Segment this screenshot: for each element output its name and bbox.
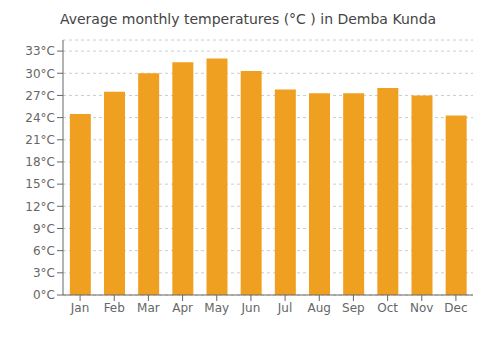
svg-text:18°C: 18°C <box>25 155 55 169</box>
svg-text:Dec: Dec <box>444 301 467 315</box>
svg-text:9°C: 9°C <box>33 222 55 236</box>
svg-text:3°C: 3°C <box>33 266 55 280</box>
svg-text:12°C: 12°C <box>25 200 55 214</box>
svg-text:24°C: 24°C <box>25 111 55 125</box>
svg-text:Nov: Nov <box>410 301 433 315</box>
svg-text:Sep: Sep <box>342 301 365 315</box>
svg-text:Jan: Jan <box>70 301 90 315</box>
svg-text:30°C: 30°C <box>25 67 55 81</box>
html-text:Average monthly temperatures (: Average monthly temperatures (°C ) in De… <box>59 11 437 27</box>
svg-text:Feb: Feb <box>104 301 125 315</box>
svg-text:21°C: 21°C <box>25 133 55 147</box>
svg-text:Mar: Mar <box>137 301 160 315</box>
svg-text:0°C: 0°C <box>33 288 55 302</box>
svg-text:6°C: 6°C <box>33 244 55 258</box>
svg-text:Jun: Jun <box>241 301 261 315</box>
svg-text:15°C: 15°C <box>25 177 55 191</box>
svg-text:Jul: Jul <box>277 301 292 315</box>
svg-text:27°C: 27°C <box>25 89 55 103</box>
svg-text:Apr: Apr <box>172 301 193 315</box>
svg-text:May: May <box>204 301 229 315</box>
svg-text:Aug: Aug <box>308 301 331 315</box>
svg-text:Oct: Oct <box>377 301 398 315</box>
svg-text:33°C: 33°C <box>25 44 55 58</box>
